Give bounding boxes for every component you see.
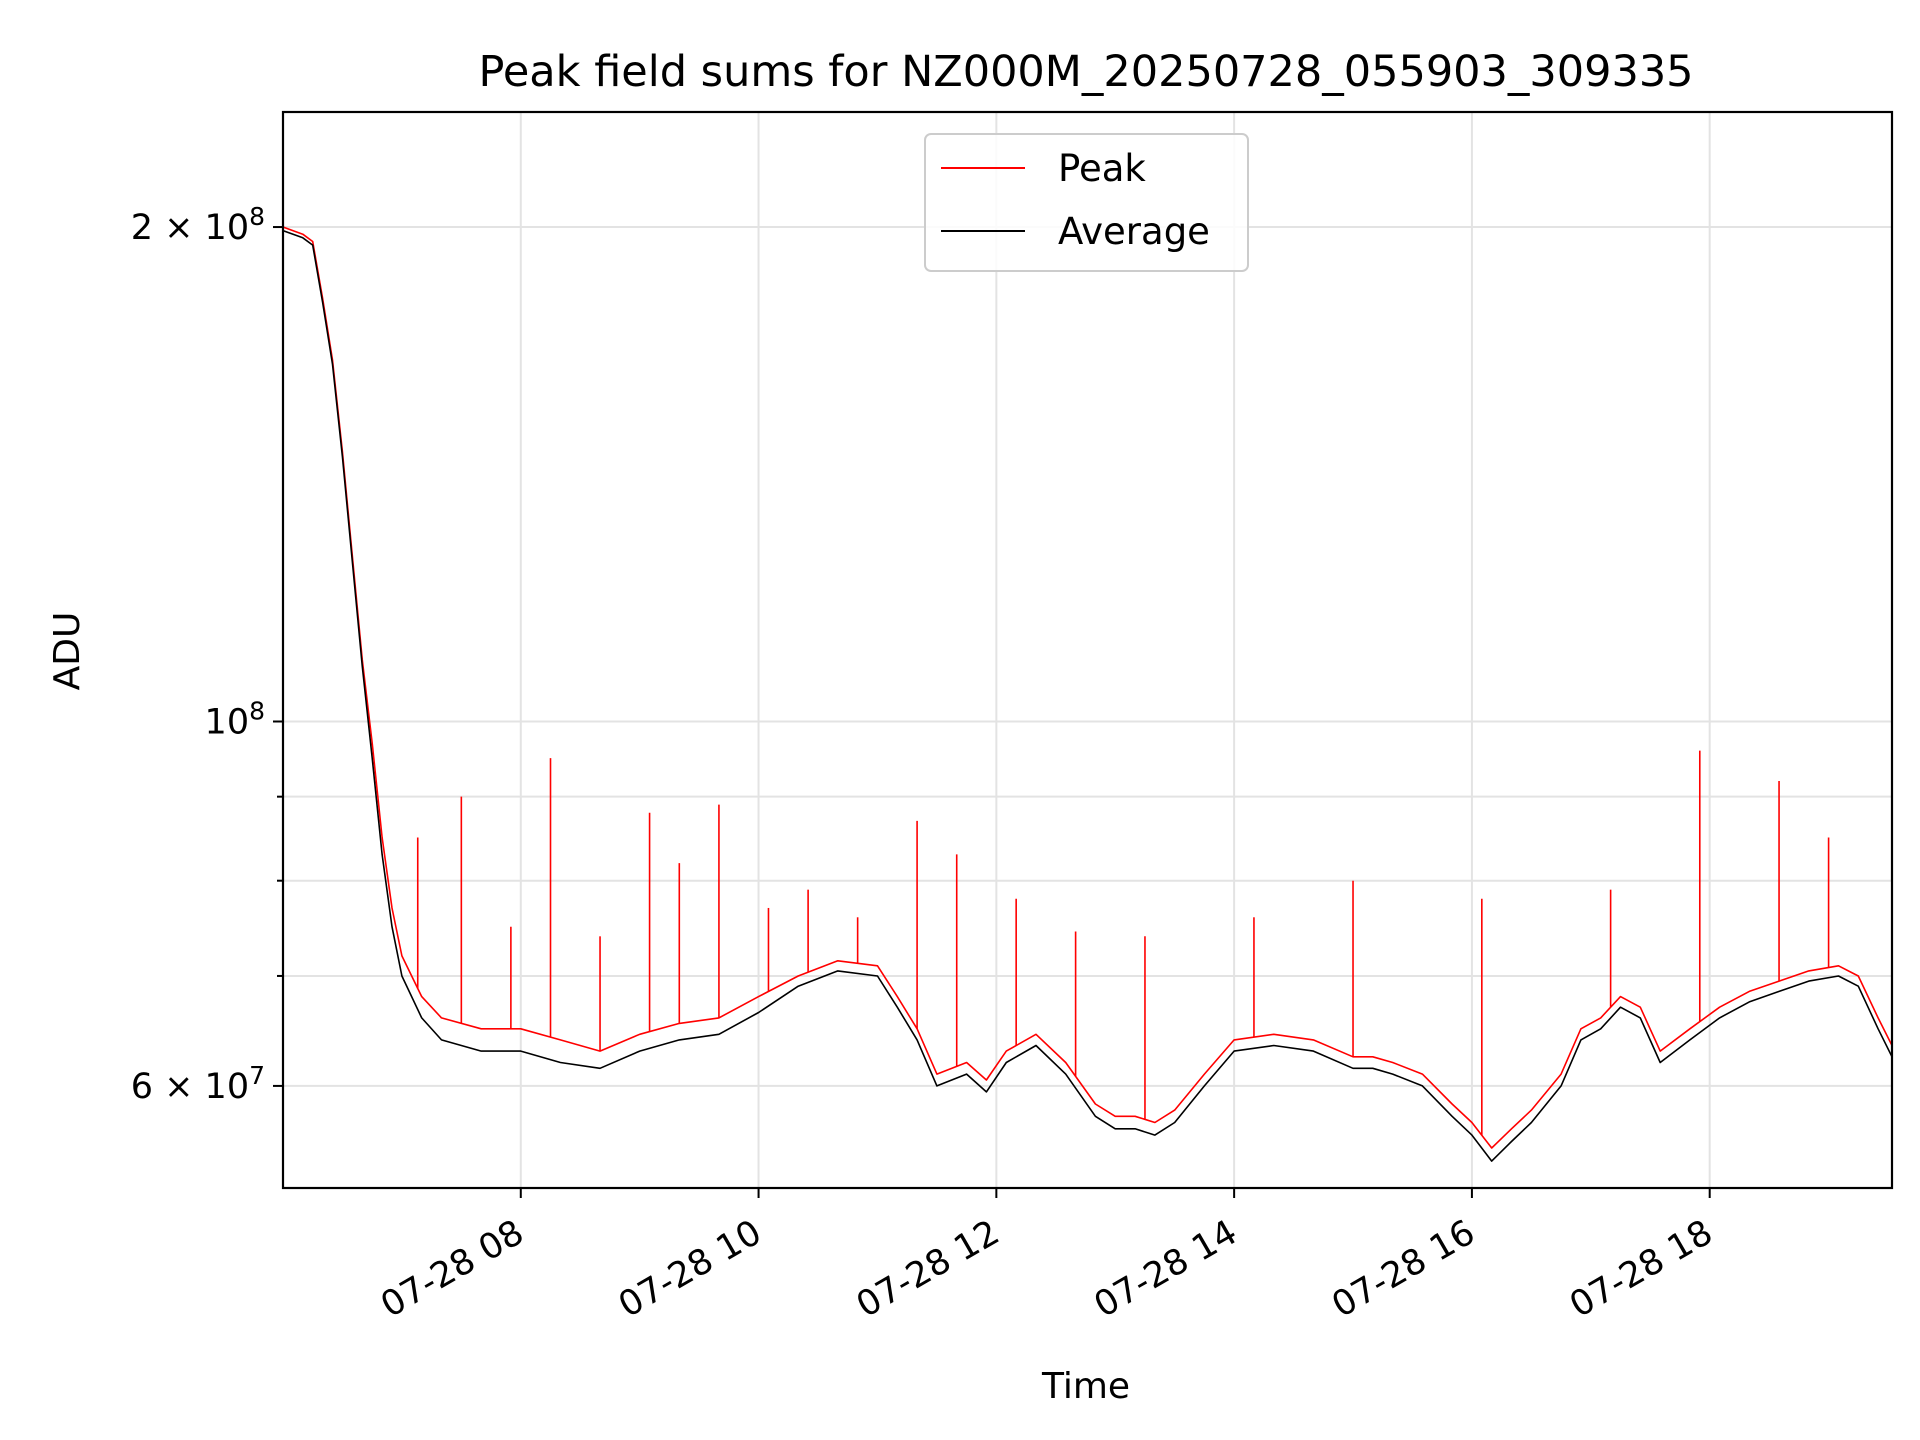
y-tick-label: 108 (205, 697, 265, 743)
legend: Peak Average (924, 133, 1249, 272)
y-tick-label: 6 × 107 (131, 1061, 265, 1107)
legend-label-peak: Peak (1058, 147, 1146, 190)
series-layer (283, 226, 1892, 1162)
plot-frame (281, 110, 1894, 1190)
y-tick-label: 2 × 108 (131, 202, 265, 248)
x-axis-label: Time (1041, 1366, 1130, 1407)
y-axis-label: ADU (47, 612, 88, 691)
chart-title: Peak field sums for NZ000M_20250728_0559… (478, 47, 1693, 97)
series-line-peak (283, 226, 1892, 1149)
series-line-average (283, 229, 1892, 1162)
legend-label-average: Average (1058, 210, 1210, 253)
